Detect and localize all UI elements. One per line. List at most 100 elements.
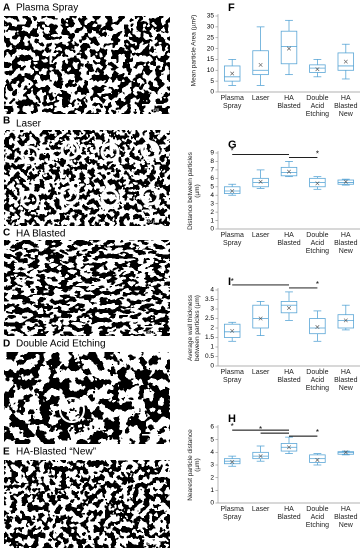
mean-marker [230, 188, 235, 194]
y-tick-label: 8 [210, 158, 214, 165]
panel-title: Double Acid Etching [16, 339, 106, 350]
x-tick-label: Plasma Spray [220, 506, 244, 521]
chart: I 0 0.5 1 1.5 2 2.5 3 3.5 4 * * Average wall thickne… [182, 274, 364, 411]
x-tick-label: Double Acid Etching [305, 506, 330, 529]
panel-letter: E [3, 447, 10, 458]
box [252, 50, 269, 76]
y-tick-label: 5 [210, 436, 214, 443]
chart: G 0 1 2 3 4 5 6 7 8 9 * * Distance between particles … [182, 137, 364, 274]
x-tick-label: HA Blasted New [334, 506, 358, 529]
panel-letter: G [228, 139, 237, 151]
micrograph [4, 460, 170, 548]
panel-d: D Double Acid Etching 40 µm [3, 339, 170, 444]
y-axis-label: Nearest particle distance (µm) [187, 429, 201, 501]
x-tick-label: HA Blasted [277, 232, 301, 247]
x-tick-label: HA Blasted New [334, 369, 358, 392]
x-tick-label: Double Acid Etching [305, 232, 330, 255]
chart: F 0 5 10 15 20 25 30 35 Mean particle Area (µm²) P… [182, 0, 364, 137]
mean-marker [343, 59, 348, 64]
y-tick-label: 1.5 [205, 334, 214, 341]
x-tick-label: Double Acid Etching [305, 95, 330, 118]
significance-label: * [316, 150, 319, 159]
mean-marker [286, 169, 292, 174]
y-tick-label: 1 [210, 487, 214, 494]
y-axis-label: Distance between particles (µm) [187, 152, 201, 230]
micrograph [4, 16, 170, 114]
box [280, 166, 298, 177]
scale-label: 40 µm [147, 107, 160, 112]
chart: H 0 1 2 3 4 5 6 * * * Nearest particle distance (µm… [182, 411, 364, 548]
mean-marker [258, 454, 263, 459]
significance-label: * [316, 428, 319, 437]
x-tick-label: Plasma Spray [220, 95, 244, 110]
chart-plot: F 0 5 10 15 20 25 30 35 [207, 2, 360, 96]
panel-letter: B [3, 116, 10, 127]
panel-letter: H [228, 413, 236, 425]
y-tick-label: 0 [210, 363, 214, 370]
mean-marker [230, 459, 235, 464]
micrograph [4, 240, 170, 336]
x-tick-label: Laser [251, 506, 270, 513]
y-tick-label: 10 [207, 67, 215, 74]
box [280, 30, 298, 65]
panel-e: E HA-Blasted “New” 40 µm [3, 447, 170, 548]
y-axis-label: Average wall thickness between particles… [187, 295, 201, 361]
significance-label: * [259, 425, 262, 434]
y-tick-label: 2 [210, 209, 214, 216]
box [309, 64, 326, 73]
chart-plot: G 0 12 34 567 89 * * [210, 139, 360, 233]
scale-label: 40 µm [147, 437, 160, 442]
y-tick-label: 25 [207, 34, 215, 41]
y-tick-label: 30 [207, 24, 215, 31]
y-tick-label: 2 [210, 325, 214, 332]
significance-label: * [231, 147, 234, 156]
y-tick-label: 4 [210, 449, 214, 456]
panel-letter: C [3, 228, 10, 239]
y-tick-label: 7 [210, 167, 214, 174]
y-tick-label: 2 [210, 474, 214, 481]
x-tick-label: HA Blasted [277, 369, 301, 384]
panel-title: HA Blasted [16, 229, 65, 240]
y-tick-label: 1 [210, 344, 214, 351]
y-tick-label: 3 [210, 200, 214, 207]
scale-label: 40 µm [147, 329, 160, 334]
mean-marker [343, 318, 348, 323]
x-tick-label: Plasma Spray [220, 232, 244, 247]
mean-marker [286, 46, 292, 51]
mean-marker [258, 179, 263, 184]
y-tick-label: 6 [210, 175, 214, 182]
box [337, 451, 355, 455]
box [309, 318, 326, 335]
mean-marker [343, 450, 348, 455]
mean-marker [286, 445, 292, 450]
x-tick-label: Laser [251, 369, 270, 376]
y-tick-label: 0 [210, 226, 214, 233]
box [280, 300, 298, 314]
scale-label: 40 µm [147, 219, 160, 224]
panel-letter: D [3, 339, 10, 350]
y-tick-label: 15 [207, 56, 215, 63]
mean-marker [315, 457, 320, 462]
y-tick-label: 5 [210, 183, 214, 190]
y-tick-label: 5 [210, 78, 214, 85]
chart-plot: I 0 0.5 1 1.5 2 2.5 3 3.5 4 * * [205, 276, 360, 370]
y-tick-label: 0.5 [205, 353, 214, 360]
x-tick-label: HA Blasted [277, 506, 301, 521]
x-tick-label: Double Acid Etching [305, 369, 330, 392]
x-tick-label: HA Blasted [277, 95, 301, 110]
chart-plot: H 0 1 2 3 4 5 6 * * * [210, 413, 360, 507]
panel-title: HA-Blasted “New” [16, 447, 96, 458]
y-tick-label: 9 [210, 150, 214, 157]
y-tick-label: 6 [210, 424, 214, 431]
x-tick-label: Laser [251, 232, 270, 239]
panel-title: Laser [16, 119, 42, 130]
y-tick-label: 1 [210, 217, 214, 224]
mean-marker [230, 71, 235, 76]
mean-marker [315, 181, 320, 186]
mean-marker [258, 316, 263, 321]
y-tick-label: 3.5 [205, 296, 214, 303]
significance-label: * [231, 277, 234, 286]
y-tick-label: 0 [210, 500, 214, 507]
box [252, 451, 269, 460]
